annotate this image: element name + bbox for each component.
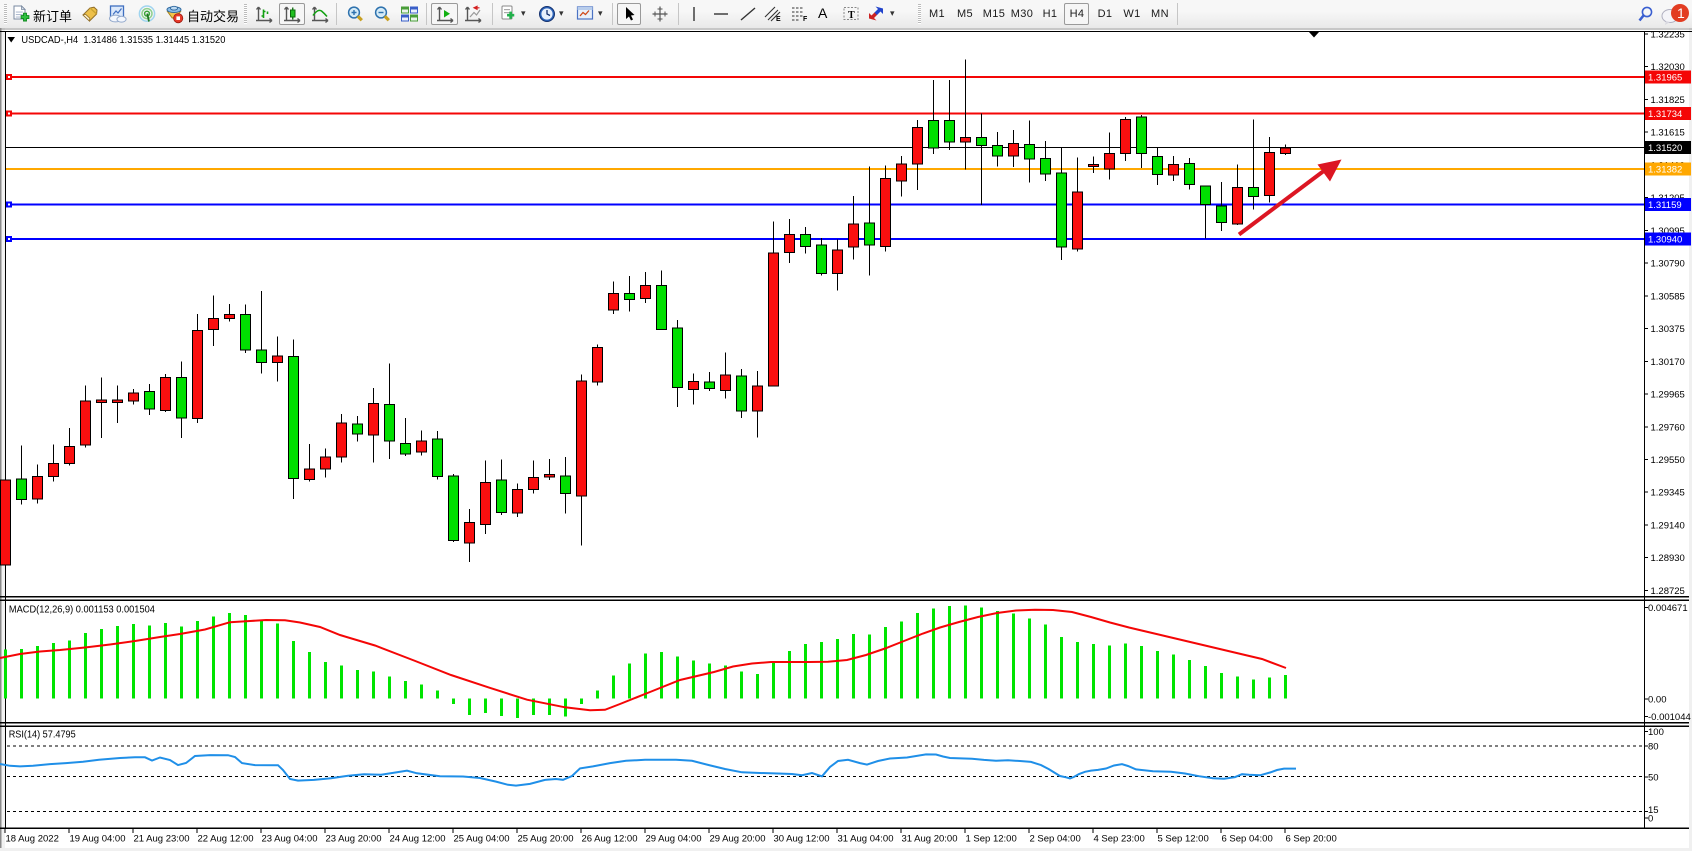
svg-text:1.31965: 1.31965 <box>1648 72 1682 83</box>
svg-text:31 Aug 04:00: 31 Aug 04:00 <box>838 833 894 844</box>
svg-text:1.31159: 1.31159 <box>1648 200 1682 211</box>
svg-text:1: 1 <box>1677 5 1685 21</box>
svg-text:31 Aug 20:00: 31 Aug 20:00 <box>902 833 958 844</box>
svg-text:1.31615: 1.31615 <box>1651 128 1685 139</box>
svg-text:6 Sep 04:00: 6 Sep 04:00 <box>1222 833 1273 844</box>
svg-text:4 Sep 23:00: 4 Sep 23:00 <box>1094 833 1145 844</box>
svg-text:1.31734: 1.31734 <box>1648 109 1682 120</box>
svg-text:29 Aug 04:00: 29 Aug 04:00 <box>646 833 702 844</box>
svg-text:1.28930: 1.28930 <box>1651 553 1685 564</box>
svg-text:1 Sep 12:00: 1 Sep 12:00 <box>966 833 1017 844</box>
svg-text:1.28725: 1.28725 <box>1651 586 1685 597</box>
svg-text:1.29140: 1.29140 <box>1651 520 1685 531</box>
svg-text:21 Aug 23:00: 21 Aug 23:00 <box>134 833 190 844</box>
svg-text:T: T <box>848 10 855 21</box>
svg-text:1.32030: 1.32030 <box>1651 62 1685 73</box>
svg-text:18 Aug 2022: 18 Aug 2022 <box>6 833 59 844</box>
svg-text:1.29965: 1.29965 <box>1651 390 1685 401</box>
svg-text:0: 0 <box>1648 813 1653 824</box>
svg-text:26 Aug 12:00: 26 Aug 12:00 <box>582 833 638 844</box>
svg-text:6 Sep 20:00: 6 Sep 20:00 <box>1286 833 1337 844</box>
svg-text:1.31382: 1.31382 <box>1648 165 1682 176</box>
svg-text:50: 50 <box>1648 772 1659 783</box>
svg-text:0.004671: 0.004671 <box>1648 603 1688 614</box>
svg-text:1.30170: 1.30170 <box>1651 357 1685 368</box>
svg-text:1.29760: 1.29760 <box>1651 422 1685 433</box>
svg-text:1.31825: 1.31825 <box>1651 95 1685 106</box>
svg-text:-0.001044: -0.001044 <box>1648 712 1691 723</box>
svg-text:1.30585: 1.30585 <box>1651 291 1685 302</box>
svg-text:5 Sep 12:00: 5 Sep 12:00 <box>1158 833 1209 844</box>
svg-text:100: 100 <box>1648 727 1664 738</box>
svg-text:MACD(12,26,9) 0.001153 0.00150: MACD(12,26,9) 0.001153 0.001504 <box>9 604 155 615</box>
svg-text:1.29345: 1.29345 <box>1651 488 1685 499</box>
svg-text:25 Aug 20:00: 25 Aug 20:00 <box>518 833 574 844</box>
svg-text:19 Aug 04:00: 19 Aug 04:00 <box>70 833 126 844</box>
svg-text:USDCAD-,H4 1.31486 1.31535 1.: USDCAD-,H4 1.31486 1.31535 1.31445 1.315… <box>21 35 225 46</box>
svg-text:2 Sep 04:00: 2 Sep 04:00 <box>1030 833 1081 844</box>
svg-text:1.29550: 1.29550 <box>1651 455 1685 466</box>
svg-text:1.30375: 1.30375 <box>1651 324 1685 335</box>
svg-text:1.30995: 1.30995 <box>1651 226 1685 237</box>
svg-text:1.31520: 1.31520 <box>1648 143 1682 154</box>
svg-text:0.00: 0.00 <box>1648 695 1667 706</box>
svg-text:23 Aug 04:00: 23 Aug 04:00 <box>262 833 318 844</box>
svg-text:23 Aug 20:00: 23 Aug 20:00 <box>326 833 382 844</box>
svg-text:F: F <box>803 16 808 23</box>
svg-text:29 Aug 20:00: 29 Aug 20:00 <box>710 833 766 844</box>
svg-text:RSI(14) 57.4795: RSI(14) 57.4795 <box>9 730 76 741</box>
svg-text:1.30940: 1.30940 <box>1648 235 1682 246</box>
svg-text:1.32235: 1.32235 <box>1651 30 1685 41</box>
svg-text:15: 15 <box>1648 805 1659 816</box>
svg-text:E: E <box>776 16 781 23</box>
svg-text:25 Aug 04:00: 25 Aug 04:00 <box>454 833 510 844</box>
svg-text:1.30790: 1.30790 <box>1651 259 1685 270</box>
svg-text:80: 80 <box>1648 742 1659 753</box>
svg-text:30 Aug 12:00: 30 Aug 12:00 <box>774 833 830 844</box>
svg-text:24 Aug 12:00: 24 Aug 12:00 <box>390 833 446 844</box>
svg-text:22 Aug 12:00: 22 Aug 12:00 <box>198 833 254 844</box>
